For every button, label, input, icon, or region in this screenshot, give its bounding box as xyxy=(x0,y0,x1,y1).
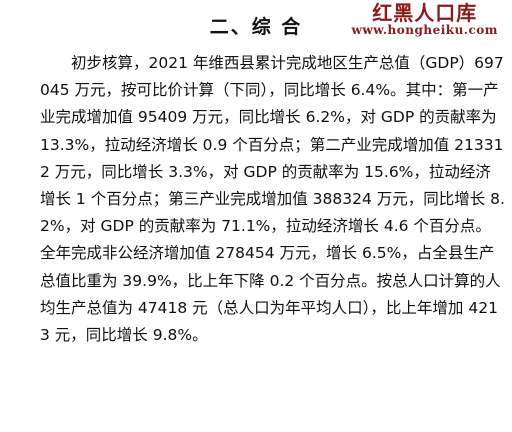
section-title: 二、综 合 xyxy=(209,16,303,38)
body-paragraph: 初步核算，2021 年维西县累计完成地区生产总值（GDP）697045 万元，按… xyxy=(40,54,505,345)
watermark-logo: 红黑人口库 www.hongheiku.com xyxy=(352,3,498,37)
watermark-name: 红黑人口库 xyxy=(372,1,478,25)
watermark-url: www.hongheiku.com xyxy=(351,23,498,37)
